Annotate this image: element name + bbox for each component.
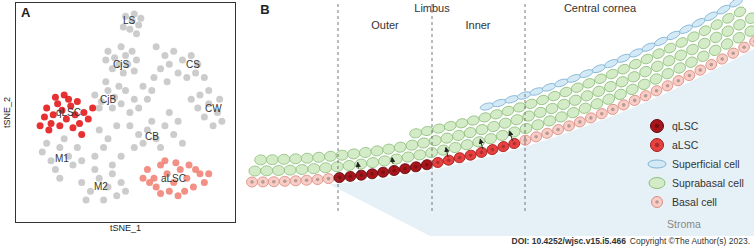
svg-text:qLSC: qLSC xyxy=(672,120,699,132)
svg-text:tSNE_2: tSNE_2 xyxy=(2,97,12,128)
svg-text:M2: M2 xyxy=(94,181,108,192)
svg-text:Superficial cell: Superficial cell xyxy=(672,158,740,170)
svg-text:CB: CB xyxy=(145,131,159,142)
svg-text:tSNE_1: tSNE_1 xyxy=(110,223,141,233)
svg-text:Inner: Inner xyxy=(465,19,490,31)
svg-text:CW: CW xyxy=(205,103,222,114)
svg-text:M1: M1 xyxy=(55,153,69,164)
svg-text:CS: CS xyxy=(186,59,200,70)
svg-text:Limbus: Limbus xyxy=(414,2,450,14)
svg-text:Stroma: Stroma xyxy=(667,218,701,230)
svg-text:B: B xyxy=(260,2,269,17)
svg-text:qLSC: qLSC xyxy=(56,107,81,118)
html-text:A: A xyxy=(21,5,31,20)
svg-text:CjB: CjB xyxy=(100,94,116,105)
svg-text:Outer: Outer xyxy=(371,19,399,31)
svg-text:aLSC: aLSC xyxy=(161,173,186,184)
svg-text:LS: LS xyxy=(123,15,136,26)
svg-text:Suprabasal cell: Suprabasal cell xyxy=(672,177,744,189)
svg-text:CjS: CjS xyxy=(113,59,129,70)
svg-text:Basal cell: Basal cell xyxy=(672,196,717,208)
svg-text:DOI: 10.4252/wjsc.v15.i5.466Co: DOI: 10.4252/wjsc.v15.i5.466Copyright ©T… xyxy=(512,236,751,246)
svg-text:aLSC: aLSC xyxy=(672,139,699,151)
svg-text:Central cornea: Central cornea xyxy=(564,2,637,14)
